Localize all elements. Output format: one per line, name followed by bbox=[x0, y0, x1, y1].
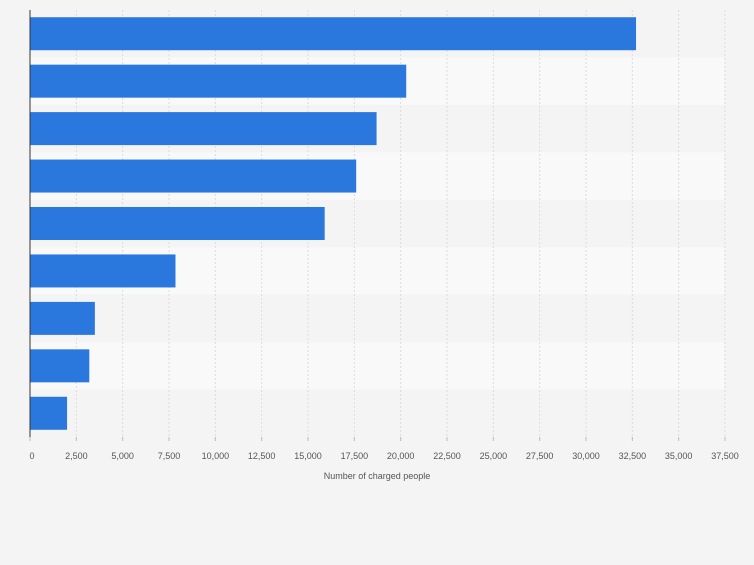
bar bbox=[30, 396, 68, 430]
bar bbox=[30, 349, 90, 383]
bar bbox=[30, 64, 407, 98]
row-band bbox=[30, 342, 725, 390]
x-tick-label: 25,000 bbox=[480, 451, 508, 461]
x-tick-label: 0 bbox=[29, 451, 34, 461]
x-tick-label: 12,500 bbox=[248, 451, 276, 461]
x-tick-label: 5,000 bbox=[111, 451, 134, 461]
bar bbox=[30, 159, 357, 193]
x-tick-label: 30,000 bbox=[572, 451, 600, 461]
bar bbox=[30, 254, 176, 288]
bar bbox=[30, 301, 95, 335]
bar bbox=[30, 207, 325, 240]
row-band bbox=[30, 389, 725, 437]
x-tick-label: 2,500 bbox=[65, 451, 88, 461]
x-tick-label: 17,500 bbox=[341, 451, 369, 461]
x-tick-labels: 0 2,500 5,000 7,500 10,000 12,500 15,000 17,500… bbox=[29, 437, 739, 461]
x-axis-label: Number of charged people bbox=[324, 471, 431, 481]
x-tick-label: 10,000 bbox=[202, 451, 230, 461]
bar bbox=[30, 112, 377, 146]
row-band bbox=[30, 294, 725, 343]
bar bbox=[30, 17, 637, 51]
x-tick-label: 35,000 bbox=[665, 451, 693, 461]
x-tick-label: 27,500 bbox=[526, 451, 554, 461]
x-tick-label: 32,500 bbox=[619, 451, 647, 461]
x-tick-label: 7,500 bbox=[158, 451, 181, 461]
bars bbox=[30, 17, 637, 430]
x-tick-label: 15,000 bbox=[294, 451, 322, 461]
x-tick-label: 37,500 bbox=[711, 451, 739, 461]
x-tick-label: 20,000 bbox=[387, 451, 415, 461]
x-tick-label: 22,500 bbox=[433, 451, 461, 461]
